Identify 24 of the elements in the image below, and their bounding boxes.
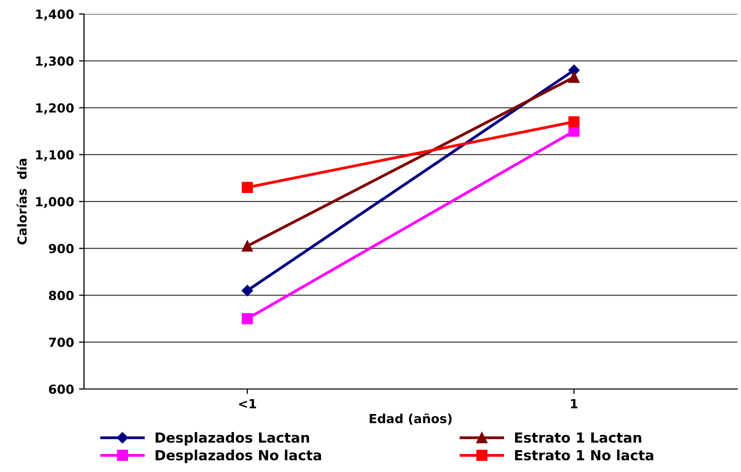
legend-label: Desplazados No lacta [156, 450, 322, 464]
point [242, 313, 253, 324]
legend-label: Desplazados Lactan [156, 432, 310, 446]
point [568, 64, 580, 76]
x-tick-label: <1 [239, 399, 256, 408]
y-tick-label: 1,100 [36, 150, 74, 162]
y-tick-label: 1,000 [36, 196, 74, 208]
x-axis-title: Edad (años) [370, 413, 452, 425]
x-tick-label: 1 [571, 399, 578, 408]
legend-label: Estrato 1 Lactan [515, 432, 642, 443]
point [242, 240, 253, 252]
y-tick-label: 800 [48, 290, 74, 300]
point [242, 182, 253, 193]
y-tick-label: 1,200 [36, 103, 74, 114]
y-tick-label: 900 [48, 244, 74, 254]
y-tick-label: 1,300 [36, 56, 74, 68]
y-tick-label: 1,400 [36, 9, 74, 21]
legend-label: Estrato 1 No lacta [515, 450, 654, 460]
point [568, 72, 580, 83]
point [242, 284, 253, 296]
point [568, 116, 580, 128]
y-axis-title: Calorías día [16, 158, 27, 244]
y-tick-label: 600 [48, 384, 74, 394]
y-tick-label: 700 [49, 338, 74, 348]
